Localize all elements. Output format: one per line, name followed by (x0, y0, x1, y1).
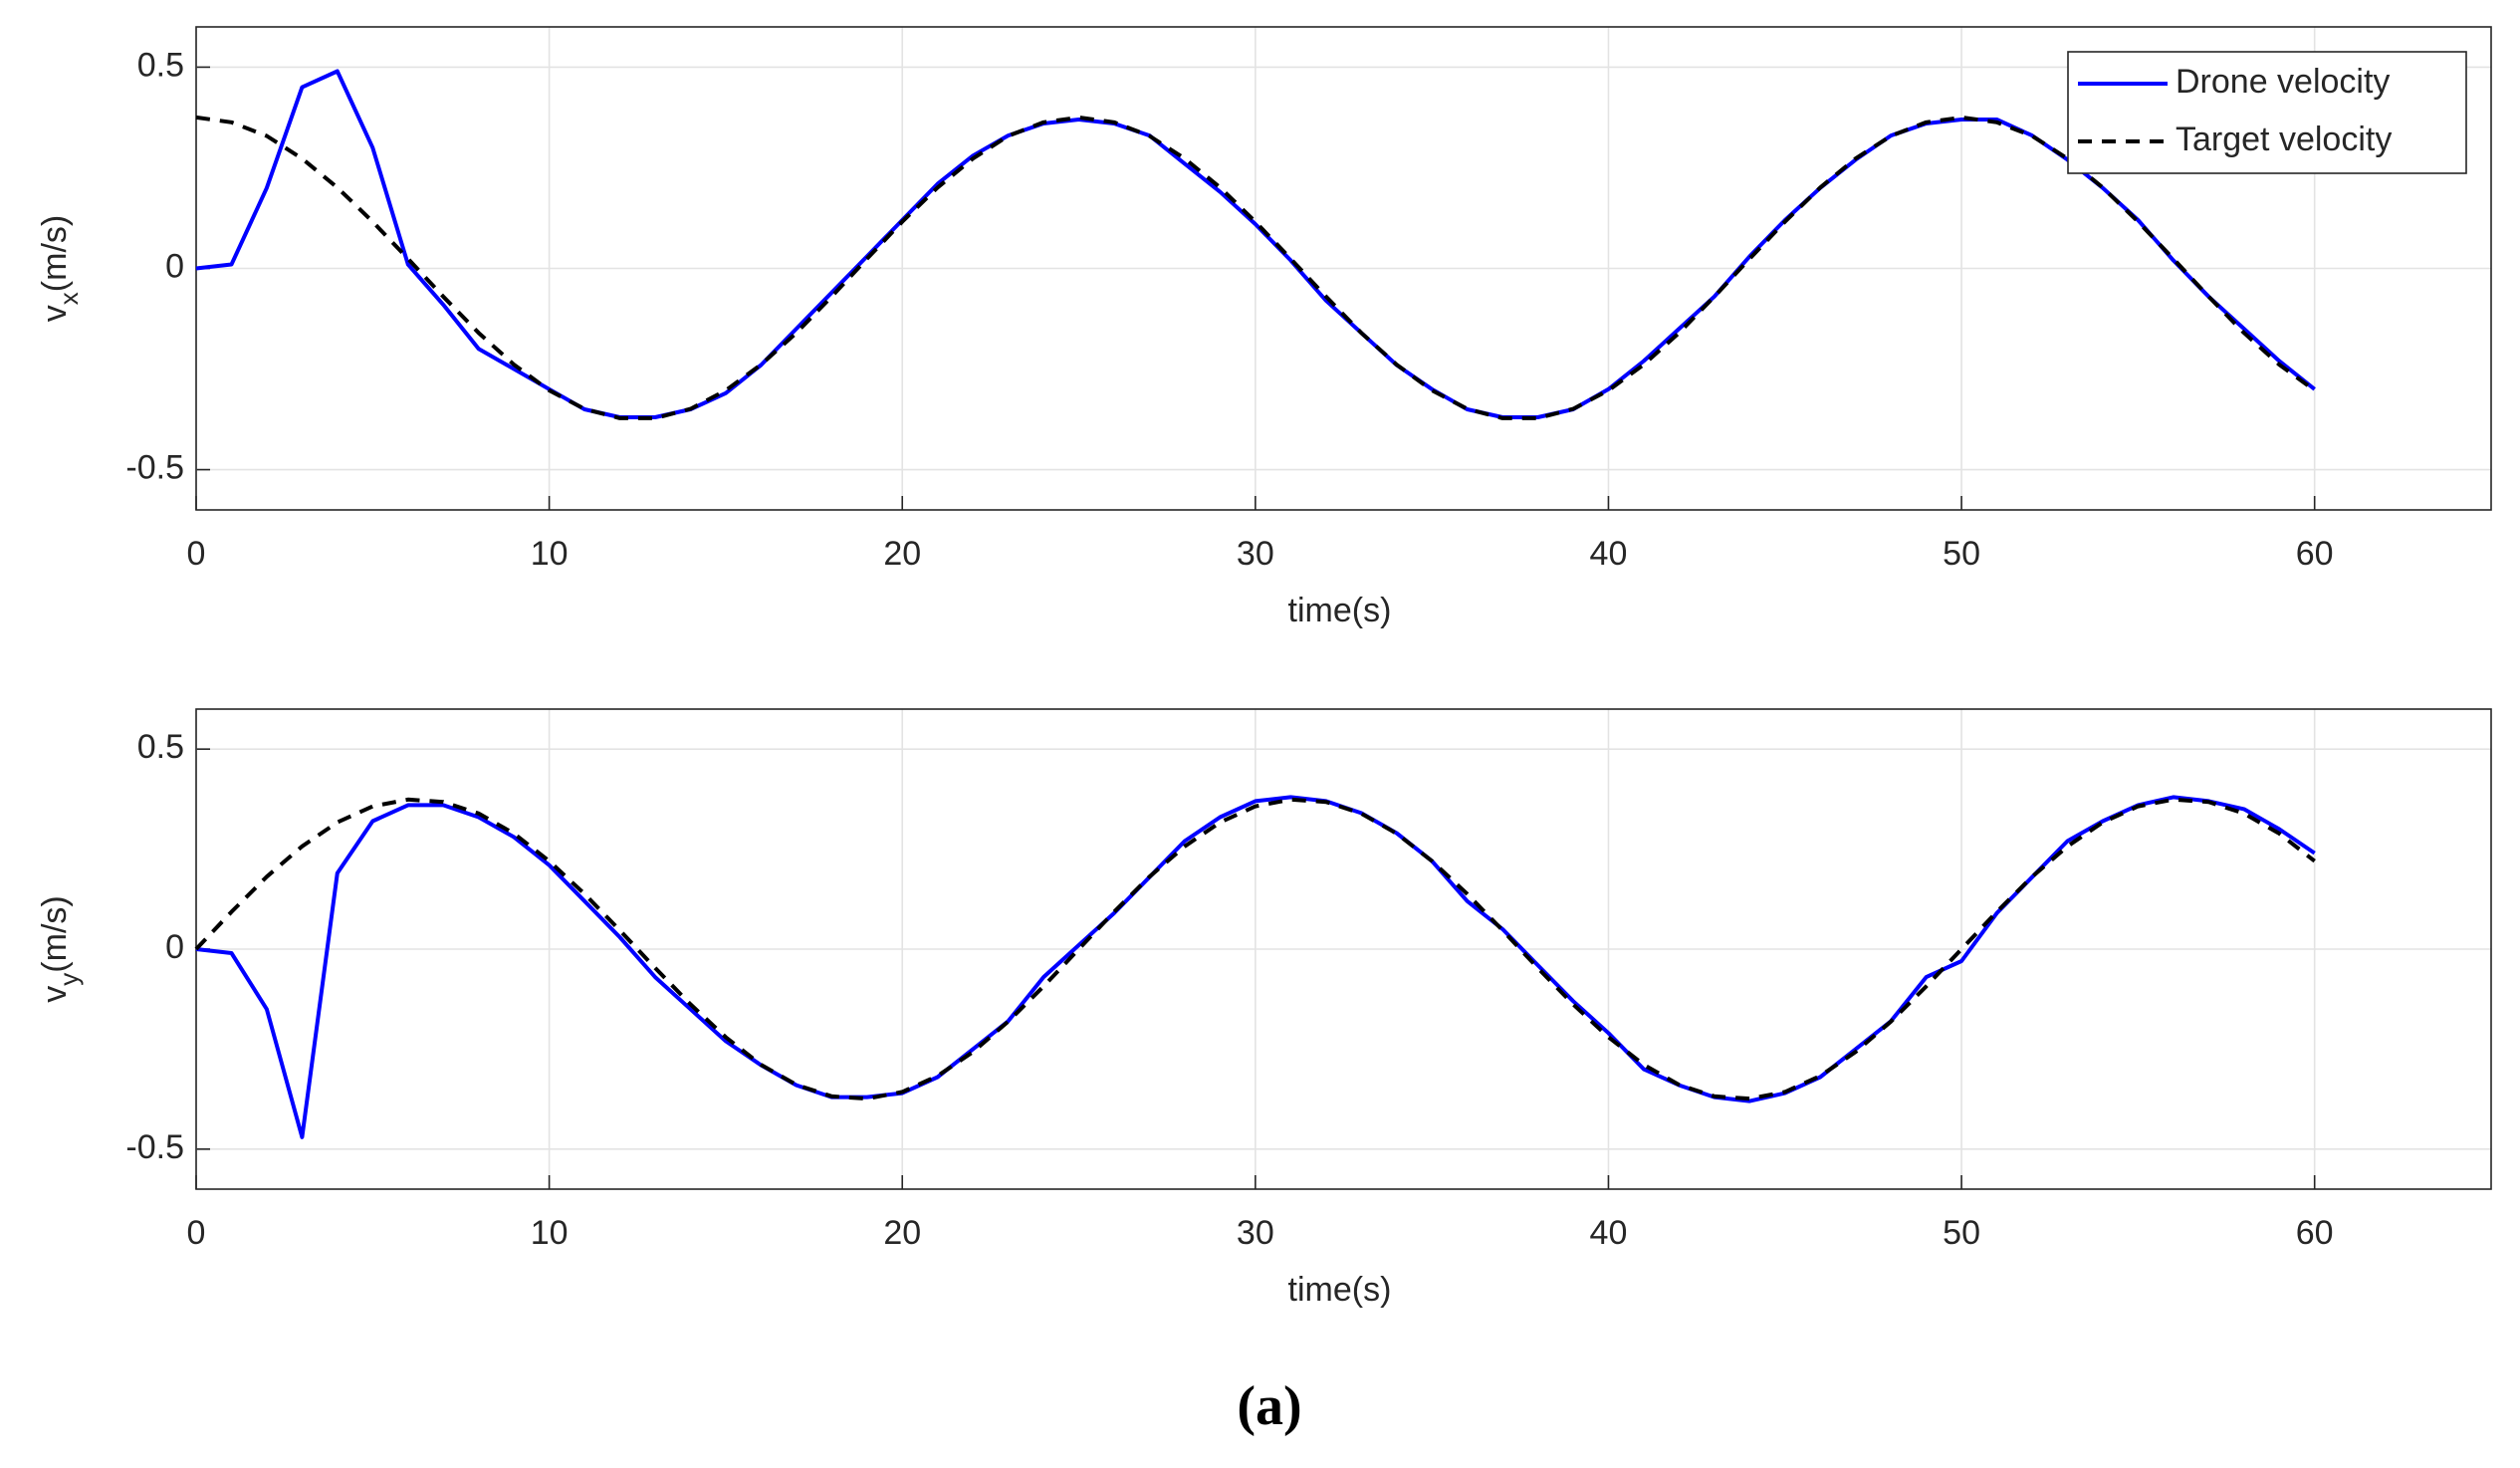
x-axis-label: time(s) (1288, 1271, 1392, 1309)
y-axis-subscript: y (54, 973, 84, 986)
y-tick-label: 0.5 (137, 728, 184, 766)
x-tick-label: 0 (187, 1214, 206, 1252)
x-axis-label: time(s) (1288, 592, 1392, 629)
y-axis-label: vx(m/s) (36, 215, 84, 322)
series-line (194, 797, 2316, 1101)
x-tick-label: 50 (1943, 535, 1980, 573)
y-axis-label: vy(m/s) (36, 895, 84, 1002)
x-tick-label: 60 (2296, 535, 2334, 573)
y-tick-label: 0.5 (137, 46, 184, 84)
legend-label: Target velocity (2176, 121, 2392, 158)
legend-box (2067, 51, 2467, 174)
y-axis-unit: (m/s) (36, 895, 74, 972)
y-axis-symbol: v (36, 986, 74, 1003)
y-axis-subscript: x (54, 292, 84, 305)
x-tick-label: 30 (1237, 1214, 1274, 1252)
series-line (195, 115, 2316, 420)
x-tick-label: 40 (1590, 1214, 1628, 1252)
x-tick-label: 50 (1943, 1214, 1980, 1252)
y-tick-label: 0 (165, 247, 184, 285)
x-tick-label: 20 (883, 1214, 921, 1252)
series-line (195, 795, 2316, 1139)
legend-label: Drone velocity (2176, 63, 2390, 101)
x-tick-label: 10 (531, 535, 569, 573)
x-tick-label: 10 (531, 1214, 569, 1252)
x-tick-label: 0 (187, 535, 206, 573)
y-tick-label: -0.5 (125, 1128, 184, 1166)
x-tick-label: 20 (883, 535, 921, 573)
y-tick-label: -0.5 (125, 449, 184, 487)
x-tick-label: 40 (1590, 535, 1628, 573)
x-tick-label: 30 (1237, 535, 1274, 573)
caption: (a) (1237, 1375, 1301, 1437)
y-axis-symbol: v (36, 305, 74, 322)
y-axis-unit: (m/s) (36, 215, 74, 292)
x-tick-label: 60 (2296, 1214, 2334, 1252)
y-tick-label: 0 (165, 928, 184, 966)
